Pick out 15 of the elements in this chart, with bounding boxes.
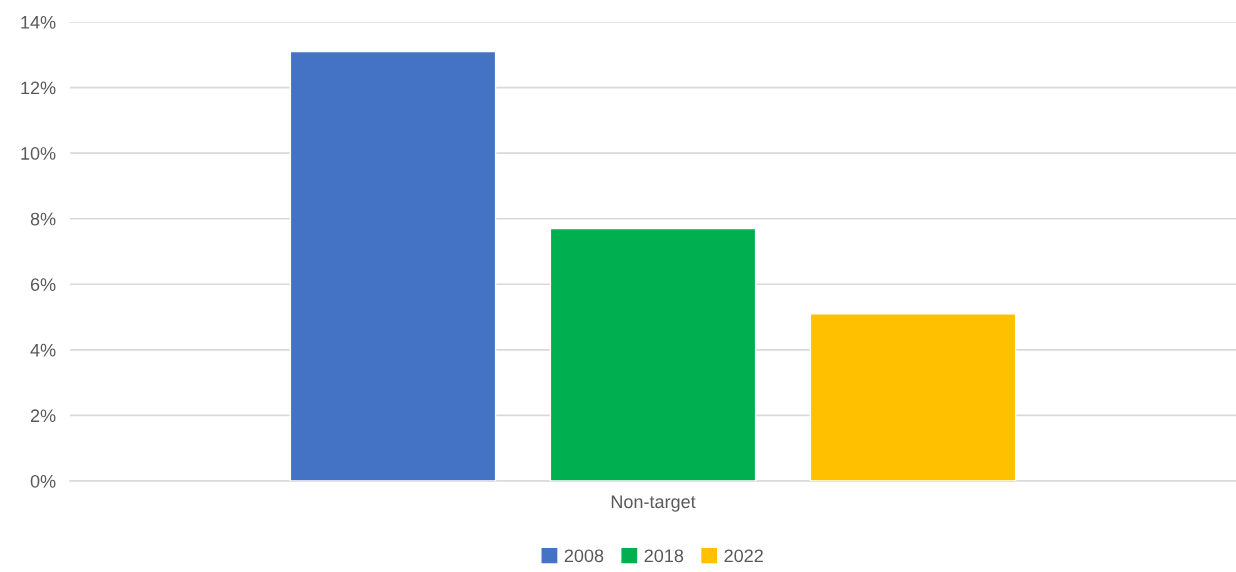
bar (809, 313, 1017, 481)
bar (289, 50, 497, 481)
legend-label: 2008 (564, 549, 604, 563)
y-tick-label: 12% (21, 81, 56, 95)
y-tick-label: 10% (21, 147, 56, 160)
y-tick-label: 8% (30, 212, 56, 226)
bar (549, 227, 757, 481)
legend-label: 2018 (644, 549, 684, 563)
y-tick-label: 2% (30, 409, 56, 423)
x-tick-label: Non-target (611, 495, 696, 512)
y-tick-label: 0% (30, 474, 56, 488)
y-tick-label: 4% (30, 343, 56, 357)
legend-label: 2022 (724, 549, 763, 563)
y-tick-label: 6% (30, 278, 56, 292)
y-tick-label: 14% (21, 16, 56, 29)
